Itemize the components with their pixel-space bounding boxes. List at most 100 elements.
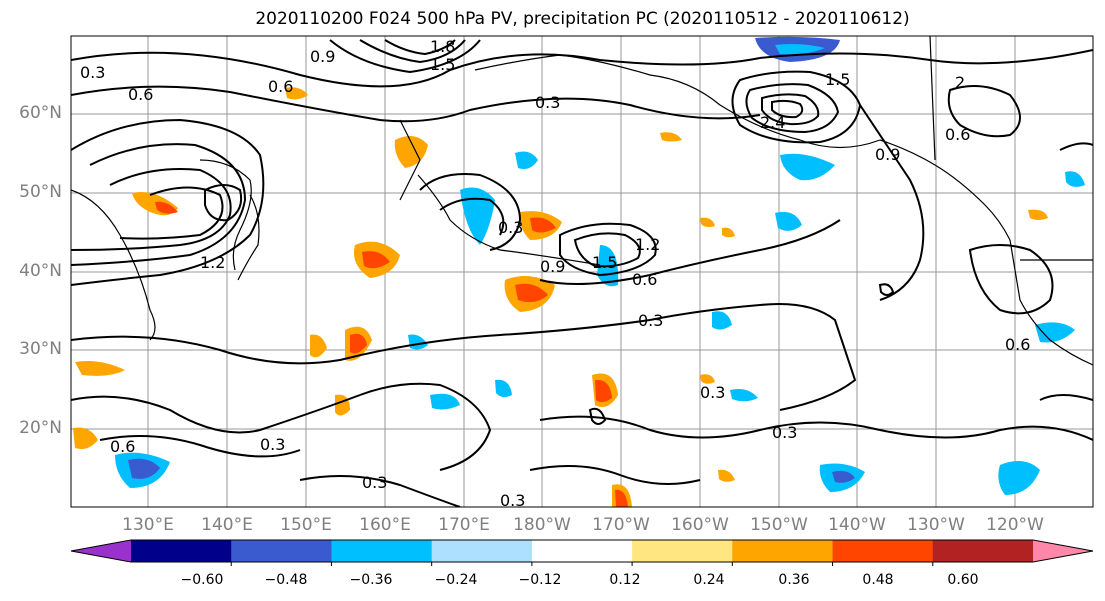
colorbar-tick-label: −0.24 (434, 572, 478, 588)
contour-label: 0.3 (535, 93, 560, 112)
precip-blob (998, 461, 1040, 495)
lat-label: 60°N (19, 103, 62, 123)
lat-label: 40°N (19, 261, 62, 281)
lon-label: 160°W (671, 515, 729, 535)
colorbar-segment (732, 540, 834, 562)
coastlines (71, 36, 1093, 366)
lat-label: 50°N (19, 182, 62, 202)
colorbar-segment (331, 540, 433, 562)
contour-label: 1.5 (592, 253, 617, 272)
contour-label: 1.5 (825, 70, 850, 89)
contour-labels: 0.3 0.6 0.9 1.2 1.5 1.8 2 0.6 0.3 0.9 1.… (80, 37, 1030, 510)
contour-label: 0.6 (110, 437, 135, 456)
colorbar-tick-label: −0.48 (264, 572, 308, 588)
contour-label: 1.2 (200, 253, 225, 272)
contour-label: 1.5 (430, 55, 455, 74)
lon-label: 140°E (201, 515, 253, 535)
lon-label: 150°W (750, 515, 808, 535)
lon-label: 150°E (280, 515, 332, 535)
colorbar-tick-label: 0.24 (693, 572, 725, 588)
precip-blob (1028, 209, 1048, 220)
precip-blob (515, 283, 548, 303)
contour-label: 0.3 (638, 311, 663, 330)
contour-label: 0.3 (80, 63, 105, 82)
precip-blob (515, 151, 538, 169)
colorbar-tick-label: 0.48 (862, 572, 894, 588)
precip-blob (335, 394, 350, 416)
colorbar-outline (70, 539, 1094, 563)
precip-blob (660, 132, 682, 142)
contour-label: 0.6 (632, 270, 657, 289)
colorbar-tick-label: 0.12 (609, 572, 641, 588)
lon-label: 130°E (122, 515, 174, 535)
precip-blob (495, 379, 512, 398)
colorbar-tick-label: 0.36 (778, 572, 810, 588)
contour-label: 0.3 (700, 383, 725, 402)
contour-label: 0.6 (268, 77, 293, 96)
colorbar-segment (632, 540, 733, 562)
contour-label: 2 (955, 73, 965, 92)
colorbar-extend-low (71, 540, 131, 562)
precip-blob (775, 211, 802, 231)
contour-label: 0.3 (362, 473, 387, 492)
lon-label: 140°W (828, 515, 886, 535)
map-title: 2020110200 F024 500 hPa PV, precipitatio… (255, 9, 910, 29)
lat-label: 20°N (19, 418, 62, 438)
colorbar-segment (431, 540, 533, 562)
precip-blob (408, 334, 428, 350)
contour-label: 0.9 (310, 47, 335, 66)
lat-label: 30°N (19, 339, 62, 359)
precip-blob (310, 334, 327, 358)
contour-label: 0.3 (500, 491, 525, 510)
contour-label: 0.9 (875, 145, 900, 164)
colorbar-segment (231, 540, 332, 562)
contour-label: 0.6 (1005, 335, 1030, 354)
pv-contours (71, 39, 1093, 507)
lon-label: 130°W (907, 515, 965, 535)
contour-label: 0.6 (128, 85, 153, 104)
colorbar-tick-label: 0.60 (947, 572, 979, 588)
precip-blob (700, 217, 715, 228)
precip-blob (285, 87, 308, 100)
precip-blob (780, 153, 835, 181)
contour-label: 0.3 (772, 423, 797, 442)
precip-blob (595, 379, 612, 403)
precip-blob (718, 469, 735, 482)
lon-label: 160°E (359, 515, 411, 535)
precip-blob (730, 389, 758, 402)
precip-blob (722, 227, 735, 238)
contour-label: 0.3 (260, 435, 285, 454)
precip-blob (350, 333, 367, 354)
lon-label: 170°E (438, 515, 490, 535)
precip-blob (460, 187, 495, 245)
colorbar-segment (131, 540, 232, 562)
lon-label: 170°W (592, 515, 650, 535)
contour-label: 0.3 (498, 218, 523, 237)
lon-label: 120°W (986, 515, 1044, 535)
contour-label: 1.8 (430, 37, 455, 56)
precip-blob (128, 458, 160, 479)
precip-blob (362, 251, 390, 269)
precip-blob (1035, 322, 1075, 343)
precip-blob (615, 489, 628, 507)
precip-blob (73, 427, 98, 449)
colorbar-extend-high (1033, 540, 1093, 562)
precip-blob (700, 374, 715, 384)
colorbar-tick-label: −0.36 (349, 572, 393, 588)
contour-label: 0.9 (540, 257, 565, 276)
precip-blob (1065, 171, 1085, 187)
precip-blob (530, 217, 556, 233)
precip-blob (430, 393, 460, 410)
colorbar-tick-label: −0.12 (518, 572, 562, 588)
colorbar (70, 539, 1094, 566)
colorbar-segment (932, 540, 1034, 562)
precip-blob (75, 361, 125, 376)
contour-label: 0.6 (945, 125, 970, 144)
map-frame (70, 35, 1094, 508)
contour-label: 2.4 (760, 113, 785, 132)
precip-blob (394, 136, 428, 168)
precip-blob (832, 470, 855, 483)
lon-label: 180°W (513, 515, 571, 535)
contour-label: 1.2 (635, 235, 660, 254)
